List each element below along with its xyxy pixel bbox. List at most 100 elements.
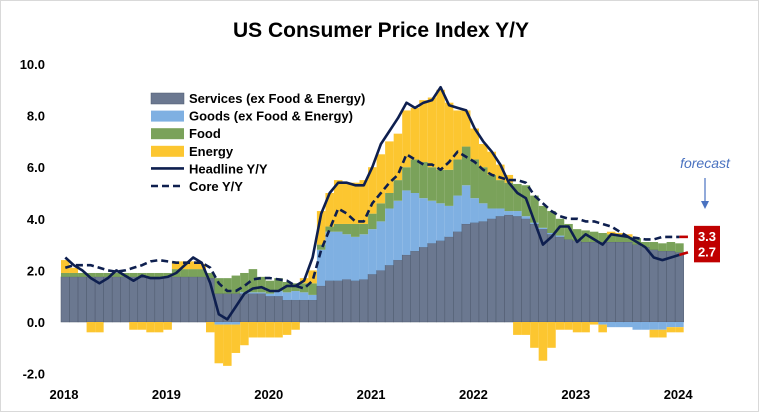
- x-tick-label: 2022: [459, 387, 488, 402]
- bar-energy-2021-10: [444, 102, 454, 170]
- bar-services-2018-04: [86, 276, 96, 323]
- core-line: [64, 150, 680, 293]
- bar-goods-2024-01: [675, 322, 684, 328]
- bar-energy-2023-01: [572, 322, 582, 333]
- bar-services-2022-10: [546, 234, 556, 323]
- x-tick-label: 2024: [664, 387, 694, 402]
- bar-food-2020-10: [342, 223, 352, 235]
- bar-goods-2022-01: [470, 198, 479, 223]
- bar-food-2021-04: [393, 180, 403, 201]
- bar-energy-2023-10: [649, 329, 659, 338]
- bar-food-2019-01: [163, 272, 172, 277]
- bar-goods-2021-07: [419, 198, 428, 248]
- bar-goods-2019-07: [214, 322, 224, 325]
- y-tick-label: 6.0: [27, 160, 45, 175]
- bar-food-2022-10: [547, 211, 556, 233]
- y-tick-label: 10.0: [20, 57, 45, 72]
- bar-food-2019-07: [214, 278, 224, 294]
- bar-energy-2022-04: [496, 164, 505, 181]
- bar-food-2018-09: [129, 272, 138, 277]
- bar-services-2022-06: [512, 215, 522, 323]
- bar-energy-2021-06: [410, 107, 420, 160]
- bar-goods-2019-11: [248, 292, 258, 294]
- bar-services-2021-02: [376, 270, 386, 323]
- bar-services-2021-01: [367, 274, 377, 323]
- bar-services-2018-10: [137, 276, 147, 323]
- bar-services-2023-09: [640, 246, 650, 323]
- bar-services-2022-05: [504, 214, 514, 323]
- bar-energy-2018-11: [146, 322, 155, 333]
- bar-energy-2022-03: [487, 151, 497, 175]
- bar-goods-2021-06: [410, 193, 420, 252]
- legend-swatch: [151, 128, 184, 140]
- bar-services-2020-11: [350, 280, 360, 323]
- bar-energy-2020-07: [316, 211, 326, 245]
- bar-services-2020-04: [291, 299, 301, 323]
- bar-energy-2019-09: [231, 324, 241, 353]
- bar-energy-2024-01: [675, 327, 684, 333]
- bar-services-2020-06: [308, 299, 318, 323]
- bar-energy-2022-02: [478, 143, 488, 168]
- bar-services-2022-03: [487, 218, 497, 323]
- bar-energy-2019-06: [206, 322, 215, 333]
- bar-food-2023-01: [572, 229, 582, 241]
- bar-food-2021-07: [419, 162, 428, 199]
- y-axis: -2.0 0.0 2.0 4.0 6.0 8.0 10.0: [20, 57, 45, 382]
- bar-services-2023-05: [606, 241, 616, 323]
- bar-food-2023-02: [581, 230, 590, 243]
- legend-label: Goods (ex Food & Energy): [189, 109, 353, 124]
- bar-energy-2021-11: [453, 110, 462, 160]
- headline-line: [64, 85, 680, 321]
- bar-services-2021-09: [436, 240, 446, 323]
- bar-services-2020-12: [359, 279, 369, 323]
- bar-energy-2020-12: [359, 180, 369, 224]
- y-tick-label: -2.0: [23, 367, 45, 382]
- bar-goods-2021-04: [393, 200, 403, 261]
- bar-goods-2023-08: [632, 322, 642, 330]
- bar-food-2021-10: [444, 169, 454, 206]
- bar-food-2022-09: [538, 205, 548, 228]
- bar-food-2019-05: [197, 269, 207, 277]
- forecast-value-label: 3.3: [698, 229, 716, 244]
- bar-goods-2023-07: [623, 322, 633, 328]
- bar-goods-2021-09: [436, 203, 445, 241]
- forecast-value-badge: [694, 225, 720, 247]
- bar-services-2020-08: [325, 280, 335, 323]
- bar-services-2018-09: [128, 276, 139, 323]
- bar-services-2023-04: [598, 241, 608, 323]
- bar-services-2020-10: [342, 279, 352, 323]
- bar-services-2022-07: [521, 218, 531, 323]
- x-tick-label: 2018: [50, 387, 79, 402]
- x-tick-label: 2019: [152, 387, 181, 402]
- bar-services-2022-11: [555, 236, 565, 323]
- bar-energy-2021-04: [393, 133, 403, 181]
- lines-layer: 2.73.3: [64, 85, 720, 321]
- bar-food-2019-03: [180, 269, 189, 277]
- bar-food-2018-05: [95, 272, 104, 277]
- x-tick-label: 2023: [561, 387, 590, 402]
- bar-food-2022-12: [564, 223, 573, 240]
- bar-food-2021-08: [427, 167, 437, 201]
- bar-food-2023-05: [606, 234, 616, 243]
- bar-food-2023-04: [598, 232, 607, 243]
- bar-energy-2019-04: [188, 261, 198, 270]
- bar-services-2022-12: [564, 239, 574, 323]
- bar-energy-2023-11: [658, 329, 667, 338]
- bar-services-2023-01: [572, 240, 582, 323]
- bar-services-2019-01: [163, 276, 173, 323]
- y-tick-label: 2.0: [27, 263, 45, 278]
- legend-label: Services (ex Food & Energy): [189, 91, 365, 106]
- bar-energy-2021-08: [427, 97, 437, 168]
- bar-goods-2022-11: [555, 235, 565, 237]
- bar-energy-2019-10: [240, 322, 249, 346]
- bar-food-2021-09: [436, 169, 445, 204]
- bar-services-2023-12: [666, 250, 676, 323]
- bar-energy-2022-09: [538, 322, 548, 361]
- bar-food-2020-11: [351, 223, 360, 237]
- legend-label: Headline Y/Y: [189, 161, 268, 176]
- bar-energy-2022-05: [504, 174, 514, 183]
- bar-services-2021-08: [427, 243, 437, 323]
- bar-goods-2020-08: [325, 231, 334, 281]
- bar-goods-2023-09: [641, 322, 650, 330]
